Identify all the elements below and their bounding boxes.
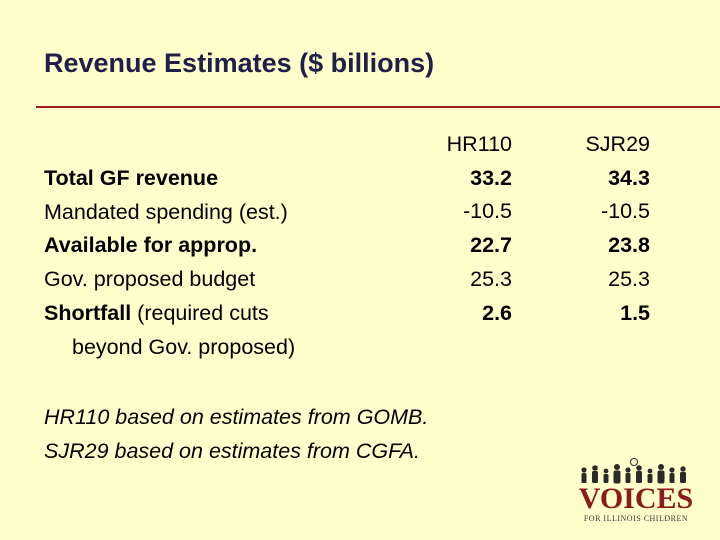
row-label-shortfall-rest: (required cuts	[131, 300, 269, 325]
children-silhouettes-icon	[581, 458, 686, 484]
column-header-sjr29: SJR29	[585, 132, 650, 156]
sjr29-available-for-approp: 23.8	[608, 233, 650, 258]
row-labels: Total GF revenue Mandated spending (est.…	[44, 162, 295, 364]
hr110-shortfall: 2.6	[482, 300, 512, 325]
source-notes: HR110 based on estimates from GOMB. SJR2…	[44, 400, 428, 468]
column-sjr29: SJR29 34.3 -10.5 23.8 25.3 1.5	[585, 128, 650, 330]
title-divider	[36, 106, 720, 108]
sjr29-shortfall: 1.5	[620, 300, 650, 325]
hr110-gov-proposed-budget: 25.3	[470, 266, 512, 291]
hr110-total-gf-revenue: 33.2	[470, 165, 512, 190]
hr110-mandated-spending: -10.5	[462, 199, 512, 224]
sjr29-gov-proposed-budget: 25.3	[608, 266, 650, 291]
row-label-shortfall: Shortfall (required cuts	[44, 297, 295, 331]
logo-wordmark: VOICES	[578, 482, 694, 515]
sjr29-mandated-spending: -10.5	[600, 199, 650, 224]
hr110-available-for-approp: 22.7	[470, 233, 512, 258]
note-sjr29: SJR29 based on estimates from CGFA.	[44, 439, 420, 463]
row-label-shortfall-continued: beyond Gov. proposed)	[72, 334, 296, 359]
row-label-available-for-approp: Available for approp.	[44, 233, 258, 258]
page-title: Revenue Estimates ($ billions)	[44, 48, 435, 78]
column-header-hr110: HR110	[446, 132, 512, 156]
sjr29-total-gf-revenue: 34.3	[608, 165, 650, 190]
column-hr110: HR110 33.2 -10.5 22.7 25.3 2.6	[447, 128, 512, 330]
voices-logo: VOICES FOR ILLINOIS CHILDREN	[576, 458, 696, 530]
note-hr110: HR110 based on estimates from GOMB.	[44, 405, 429, 429]
row-label-shortfall-bold: Shortfall	[44, 300, 132, 325]
logo-subtitle: FOR ILLINOIS CHILDREN	[583, 514, 689, 523]
row-label-total-gf-revenue: Total GF revenue	[44, 166, 219, 190]
row-label-mandated-spending: Mandated spending (est.)	[44, 199, 288, 224]
row-label-gov-proposed-budget: Gov. proposed budget	[44, 267, 256, 292]
